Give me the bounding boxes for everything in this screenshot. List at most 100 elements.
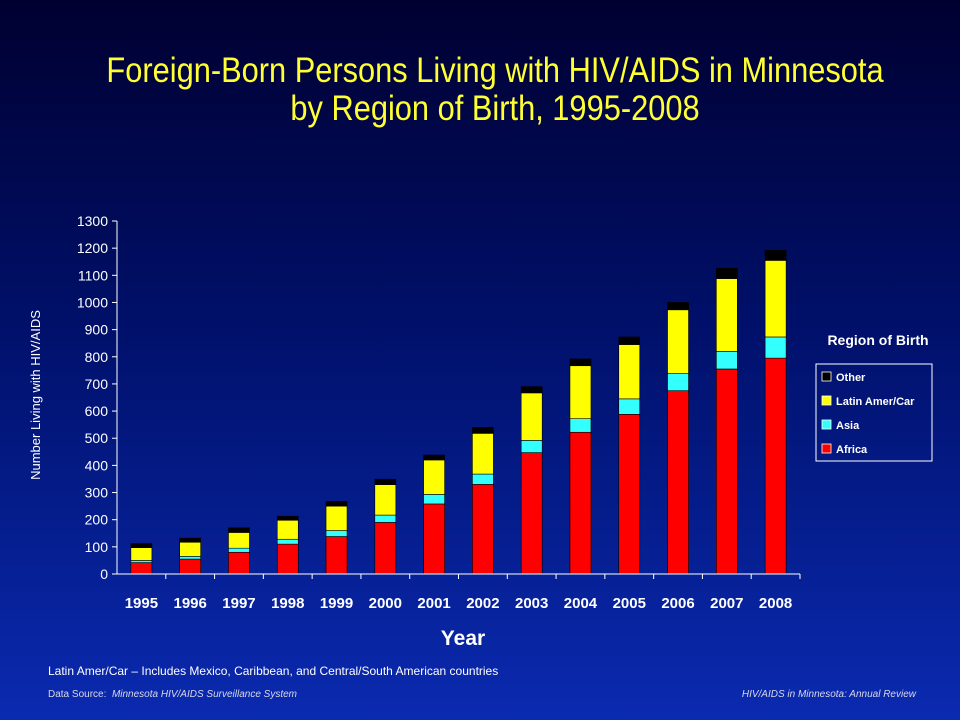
y-tick-label: 100 xyxy=(85,539,109,555)
bar-segment-other-1995 xyxy=(130,543,153,548)
legend-swatch-latin-amer-car xyxy=(821,395,832,406)
bar-segment-latin-amer-car-2003 xyxy=(520,392,543,441)
bar-segment-africa-1999 xyxy=(325,536,348,575)
legend-swatch-africa xyxy=(821,443,832,454)
x-tick-label: 1997 xyxy=(222,595,255,612)
bar-segment-asia-2002 xyxy=(472,473,494,485)
bar-segment-africa-2004 xyxy=(569,431,592,575)
y-axis-label: Number Living with HIV/AIDS xyxy=(28,310,43,480)
footnote: Latin Amer/Car – Includes Mexico, Caribb… xyxy=(48,664,499,678)
legend-title: Region of Birth xyxy=(827,332,928,348)
bar-segment-asia-1999 xyxy=(325,530,348,537)
legend-swatch-other xyxy=(821,371,832,382)
plot-area xyxy=(130,250,787,575)
y-tick-label: 1200 xyxy=(77,240,108,256)
legend-label-africa: Africa xyxy=(836,444,868,456)
bar-segment-latin-amer-car-2004 xyxy=(569,365,592,419)
bar-segment-asia-2000 xyxy=(374,514,397,523)
x-tick-label: 1995 xyxy=(125,595,158,612)
y-tick-label: 700 xyxy=(85,376,109,392)
bar-segment-latin-amer-car-1998 xyxy=(276,519,299,540)
bar-segment-other-1997 xyxy=(228,527,250,533)
x-tick-label: 2004 xyxy=(564,595,598,612)
bar-segment-africa-2005 xyxy=(618,414,641,575)
data-source: Data Source: Minnesota HIV/AIDS Surveill… xyxy=(48,689,297,700)
chart-title: Foreign-Born Persons Living with HIV/AID… xyxy=(59,52,930,128)
x-tick-label: 2001 xyxy=(417,595,450,612)
bar-segment-other-1996 xyxy=(179,537,201,543)
bar-segment-latin-amer-car-1997 xyxy=(228,532,250,549)
bar-segment-africa-1996 xyxy=(179,558,201,575)
x-tick-label: 2008 xyxy=(759,595,792,612)
bar-segment-other-2001 xyxy=(423,454,445,461)
bar-segment-africa-2003 xyxy=(520,452,543,575)
bar-segment-latin-amer-car-2008 xyxy=(764,260,787,338)
bar-segment-other-1999 xyxy=(325,501,348,507)
y-tick-label: 1000 xyxy=(77,294,108,310)
bar-segment-asia-2004 xyxy=(569,418,592,433)
x-tick-label: 2006 xyxy=(661,595,694,612)
bar-segment-asia-2003 xyxy=(520,440,543,453)
y-tick-label: 800 xyxy=(85,349,109,365)
legend-swatch-asia xyxy=(821,419,832,430)
bar-segment-other-2007 xyxy=(716,267,738,279)
x-tick-label: 2003 xyxy=(515,595,548,612)
x-tick-label: 1999 xyxy=(320,595,353,612)
x-axis: 1995 1996 1997 1998 1999 2000 2001 2002 2003 2004… xyxy=(117,573,801,612)
x-tick-label: 2000 xyxy=(369,595,402,612)
y-tick-label: 900 xyxy=(85,322,109,338)
x-tick-label: 2002 xyxy=(466,595,499,612)
bar-segment-asia-2007 xyxy=(716,351,738,370)
bar-segment-asia-1996 xyxy=(179,556,201,560)
x-axis-label: Year xyxy=(441,627,485,650)
bar-segment-africa-2008 xyxy=(764,357,787,575)
bar-segment-asia-2001 xyxy=(423,494,445,505)
bar-segment-africa-2000 xyxy=(374,522,397,575)
bar-segment-africa-1998 xyxy=(276,543,299,575)
y-tick-label: 300 xyxy=(85,485,109,501)
y-tick-label: 500 xyxy=(85,430,109,446)
y-tick-label: 1100 xyxy=(78,267,108,283)
bar-segment-other-2000 xyxy=(374,478,397,485)
bar-segment-other-2004 xyxy=(569,358,592,367)
legend-box xyxy=(815,363,933,462)
y-tick-label: 1300 xyxy=(77,213,108,229)
bar-segment-africa-2002 xyxy=(472,484,494,575)
bar-segment-other-2002 xyxy=(472,427,494,434)
bar-segment-asia-2005 xyxy=(618,398,641,415)
bar-segment-other-2003 xyxy=(520,386,543,394)
y-tick-label: 400 xyxy=(85,457,109,473)
legend-label-other: Other xyxy=(836,372,866,384)
data-source-label: Data Source: xyxy=(48,689,107,700)
bar-segment-latin-amer-car-1995 xyxy=(130,547,153,561)
bar-segment-latin-amer-car-2007 xyxy=(716,278,738,352)
bar-segment-asia-1995 xyxy=(130,560,153,563)
y-tick-label: 0 xyxy=(100,566,108,582)
report-name: HIV/AIDS in Minnesota: Annual Review xyxy=(741,689,916,700)
data-source-value: Minnesota HIV/AIDS Surveillance System xyxy=(111,689,298,700)
bar-segment-latin-amer-car-1999 xyxy=(325,505,348,531)
y-tick-label: 600 xyxy=(85,403,109,419)
bar-segment-latin-amer-car-1996 xyxy=(179,541,201,557)
x-tick-label: 2005 xyxy=(613,595,646,612)
bar-segment-africa-1995 xyxy=(130,562,153,575)
bar-segment-asia-2008 xyxy=(764,336,787,359)
bar-segment-latin-amer-car-2006 xyxy=(667,309,689,374)
bar-segment-latin-amer-car-2000 xyxy=(374,484,397,516)
bar-segment-latin-amer-car-2005 xyxy=(618,344,641,400)
bar-segment-other-2006 xyxy=(667,302,689,311)
bar-segment-africa-2007 xyxy=(716,368,738,575)
chart-title-line2: by Region of Birth, 1995-2008 xyxy=(290,89,700,128)
y-axis: 0 100 200 300 400 500 600 700 800 900 1000 1100 1200… xyxy=(77,213,118,582)
x-tick-label: 1998 xyxy=(271,595,304,612)
chart-title-line1: Foreign-Born Persons Living with HIV/AID… xyxy=(106,51,884,90)
bar-segment-other-1998 xyxy=(276,515,299,521)
legend-label-latin-amer-car: Latin Amer/Car xyxy=(836,396,915,408)
bar-segment-asia-1998 xyxy=(276,538,299,545)
x-tick-label: 1996 xyxy=(173,595,206,612)
y-tick-label: 200 xyxy=(85,512,109,528)
bar-segment-africa-2006 xyxy=(667,390,689,575)
legend-label-asia: Asia xyxy=(836,420,860,432)
bar-segment-africa-2001 xyxy=(423,503,445,575)
